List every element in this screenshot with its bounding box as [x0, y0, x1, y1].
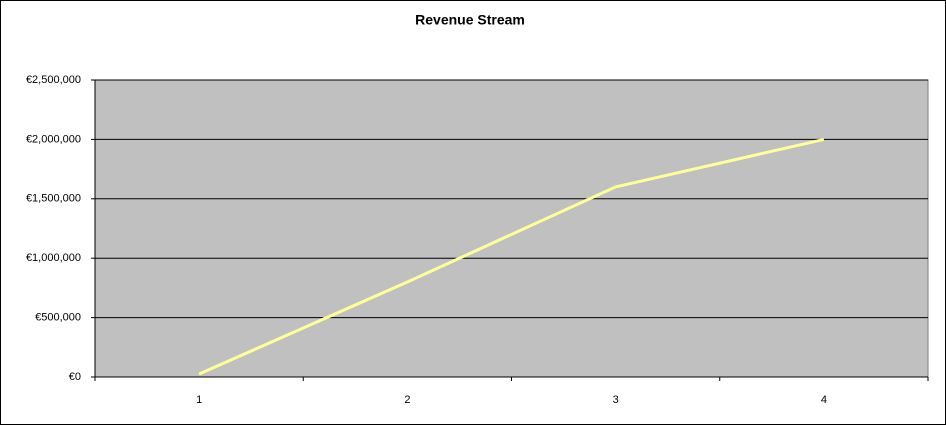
y-tick-label: €500,000: [35, 312, 81, 324]
x-tick-label: 3: [613, 394, 619, 406]
x-tick-label: 1: [196, 394, 202, 406]
line-series: [198, 137, 825, 376]
plot-area: [94, 79, 929, 378]
y-tick-label: €2,500,000: [26, 74, 81, 86]
y-tick-label: €1,500,000: [26, 193, 81, 205]
x-tick-label: 2: [404, 394, 410, 406]
y-tick-label: €2,000,000: [26, 133, 81, 145]
chart-title: Revenue Stream: [415, 12, 525, 28]
x-tick-label: 4: [821, 394, 827, 406]
y-tick-label: €1,000,000: [26, 252, 81, 264]
y-tick-label: €0: [69, 371, 81, 383]
